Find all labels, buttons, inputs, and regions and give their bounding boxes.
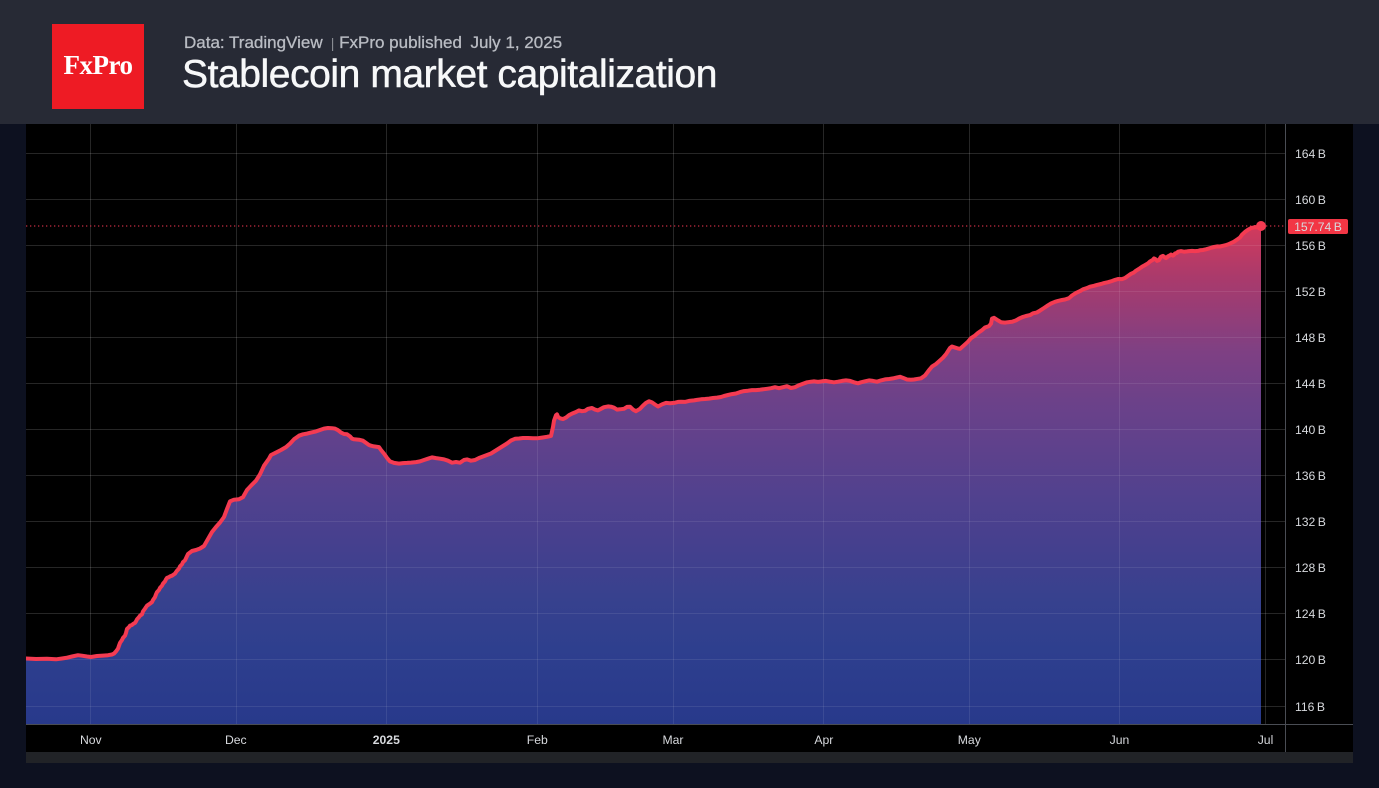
svg-text:116 B: 116 B xyxy=(1295,700,1325,714)
svg-text:120 B: 120 B xyxy=(1295,653,1326,667)
svg-text:Dec: Dec xyxy=(225,733,247,747)
svg-text:Feb: Feb xyxy=(527,733,548,747)
svg-text:156 B: 156 B xyxy=(1295,239,1326,253)
svg-text:164 B: 164 B xyxy=(1295,147,1326,161)
svg-text:148 B: 148 B xyxy=(1295,331,1326,345)
svg-text:May: May xyxy=(958,733,982,747)
svg-text:Nov: Nov xyxy=(80,733,103,747)
svg-text:Jul: Jul xyxy=(1258,733,1274,747)
svg-text:Mar: Mar xyxy=(663,733,684,747)
svg-text:140 B: 140 B xyxy=(1295,423,1326,437)
svg-text:124 B: 124 B xyxy=(1295,607,1326,621)
svg-text:Jun: Jun xyxy=(1110,733,1130,747)
svg-text:Apr: Apr xyxy=(814,733,833,747)
svg-text:144 B: 144 B xyxy=(1295,377,1326,391)
svg-text:132 B: 132 B xyxy=(1295,515,1326,529)
svg-text:157.74 B: 157.74 B xyxy=(1294,220,1342,234)
svg-text:152 B: 152 B xyxy=(1295,285,1326,299)
svg-text:136 B: 136 B xyxy=(1295,469,1326,483)
svg-text:128 B: 128 B xyxy=(1295,561,1326,575)
svg-text:160 B: 160 B xyxy=(1295,193,1326,207)
svg-text:2025: 2025 xyxy=(373,733,400,747)
